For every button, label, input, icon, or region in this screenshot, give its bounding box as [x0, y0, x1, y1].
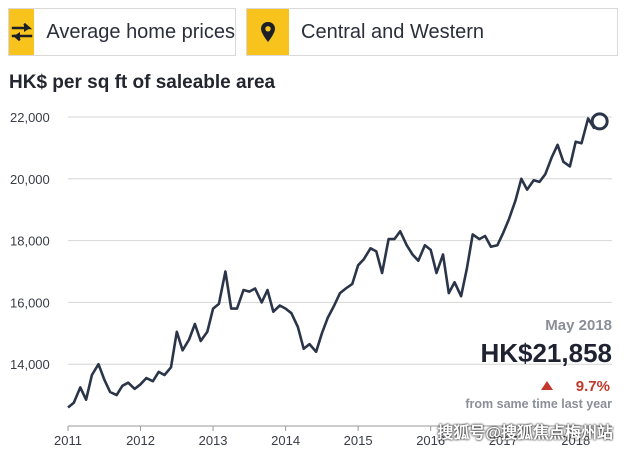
x-tick-label-4: 2015 — [344, 433, 373, 448]
watermark-text: 搜狐号@搜狐焦点梅州站 — [437, 425, 613, 442]
x-tick-label-7: 2018 — [561, 433, 590, 448]
measure-selector[interactable]: Average home prices — [8, 8, 236, 56]
chart-subtitle: HK$ per sq ft of saleable area — [9, 72, 276, 93]
price-callout: May 2018 HK$21,858 9.7% from same time l… — [465, 317, 612, 411]
district-selector[interactable]: Central and Western — [246, 8, 618, 56]
y-tick-label-2: 18,000 — [10, 234, 50, 249]
x-tick-label-1: 2012 — [126, 433, 155, 448]
x-tick-label-3: 2014 — [271, 433, 300, 448]
y-tick-label-1: 16,000 — [10, 295, 50, 310]
district-label: Central and Western — [301, 20, 485, 43]
swap-arrows-icon[interactable] — [9, 9, 35, 55]
price-line-chart: 14,000 16,000 18,000 20,000 22,000 2011 2012 2… — [10, 110, 612, 448]
callout-date: May 2018 — [545, 317, 612, 334]
measure-label: Average home prices — [46, 20, 235, 43]
x-tick-label-5: 2016 — [416, 433, 445, 448]
y-tick-label-4: 22,000 — [10, 110, 50, 125]
triangle-up-icon — [541, 381, 553, 390]
x-tick-label-2: 2013 — [199, 433, 228, 448]
map-pin-icon[interactable] — [247, 9, 289, 55]
latest-price-marker — [590, 112, 609, 131]
x-tick-label-0: 2011 — [54, 433, 82, 448]
y-tick-label-0: 14,000 — [10, 357, 50, 372]
top-bar: Average home prices Central and Western — [8, 8, 618, 56]
callout-price: HK$21,858 — [480, 338, 612, 368]
callout-change: 9.7% — [576, 378, 610, 395]
callout-change-note: from same time last year — [465, 397, 612, 411]
y-tick-label-3: 20,000 — [10, 172, 50, 187]
x-tick-label-6: 2017 — [489, 433, 518, 448]
price-series-line — [67, 117, 601, 409]
